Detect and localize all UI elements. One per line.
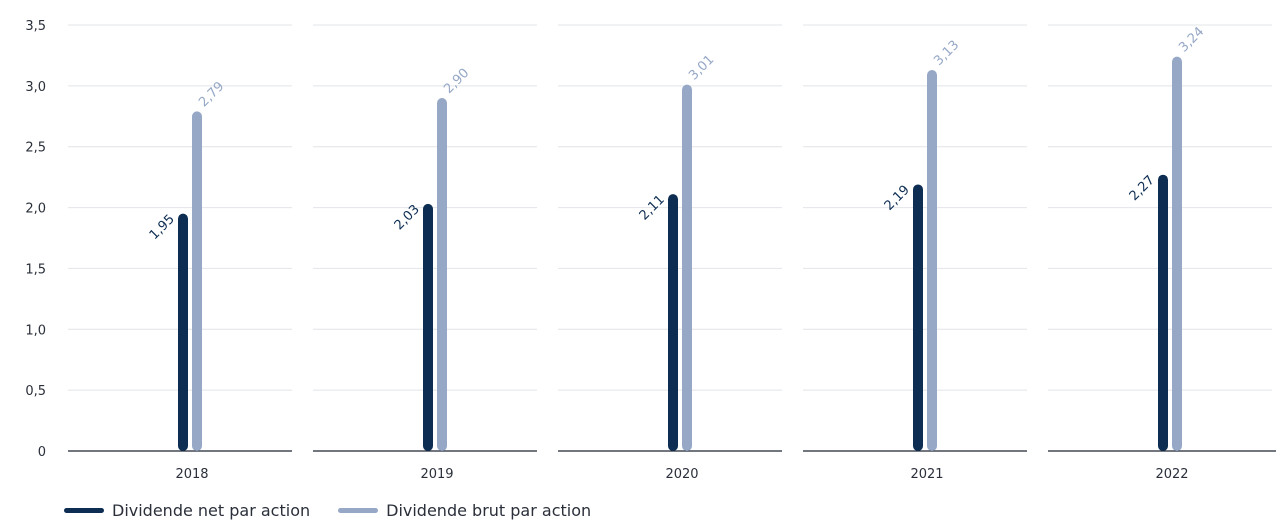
legend-item-brut: Dividende brut par action bbox=[338, 501, 591, 520]
bar-net bbox=[1158, 174, 1168, 452]
data-label-brut: 2,90 bbox=[441, 66, 472, 97]
x-tick-label: 2021 bbox=[910, 467, 943, 482]
y-tick-label: 0 bbox=[38, 445, 46, 460]
data-label-brut: 2,79 bbox=[196, 79, 227, 110]
legend-item-net: Dividende net par action bbox=[64, 501, 310, 520]
y-tick-label: 1,5 bbox=[25, 262, 46, 277]
legend-swatch-brut bbox=[338, 507, 379, 513]
x-tick-label: 2020 bbox=[665, 467, 698, 482]
y-tick-label: 3,0 bbox=[25, 80, 46, 95]
bar-net bbox=[423, 203, 433, 451]
data-label-brut: 3,01 bbox=[686, 52, 717, 83]
x-tick-label: 2022 bbox=[1155, 467, 1188, 482]
y-tick-label: 2,5 bbox=[25, 141, 46, 156]
chart-plot: 0 0,5 1,0 1,5 2,0 2,5 3,0 3,5 2018 2019 2020 2021 20… bbox=[25, 19, 1276, 482]
data-label-brut: 3,24 bbox=[1176, 24, 1207, 55]
bar-net bbox=[913, 184, 923, 451]
bar-brut bbox=[192, 111, 202, 451]
data-label-net: 2,19 bbox=[882, 183, 913, 214]
y-tick-label: 0,5 bbox=[25, 384, 46, 399]
data-label-net: 1,95 bbox=[147, 212, 178, 243]
y-tick-label: 2,0 bbox=[25, 202, 46, 217]
data-label-net: 2,27 bbox=[1127, 173, 1158, 204]
x-tick-label: 2018 bbox=[175, 467, 208, 482]
data-label-brut: 3,13 bbox=[931, 38, 962, 69]
y-tick-label: 3,5 bbox=[25, 19, 46, 34]
bar-net bbox=[178, 213, 188, 451]
bar-net bbox=[668, 194, 678, 451]
bar-brut bbox=[437, 98, 447, 452]
legend: Dividende net par action Dividende brut … bbox=[64, 498, 591, 522]
bar-brut bbox=[682, 84, 692, 451]
data-label-net: 2,03 bbox=[392, 202, 423, 233]
legend-label-net: Dividende net par action bbox=[112, 500, 311, 520]
legend-label-brut: Dividende brut par action bbox=[386, 500, 592, 520]
bar-brut bbox=[1172, 56, 1182, 451]
bar-brut bbox=[927, 70, 937, 451]
y-tick-label: 1,0 bbox=[25, 323, 46, 338]
x-tick-label: 2019 bbox=[420, 467, 453, 482]
legend-swatch-net bbox=[64, 507, 104, 513]
